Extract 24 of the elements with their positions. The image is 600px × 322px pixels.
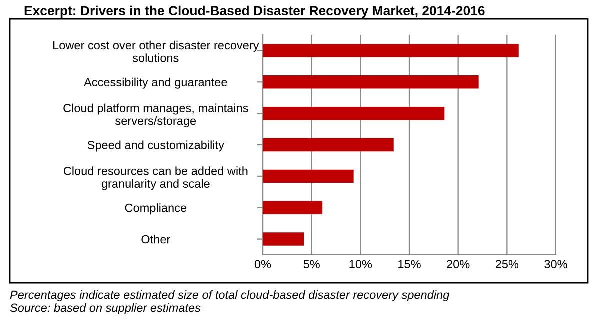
bar <box>263 170 354 184</box>
y-tick-label: Compliance <box>125 204 187 215</box>
bar <box>263 44 519 58</box>
bar <box>263 106 445 120</box>
x-tick-label: 10% <box>350 260 372 269</box>
bar <box>263 76 479 89</box>
x-tick-label: 25% <box>496 260 519 269</box>
source-note: Source: based on supplier estimates <box>10 303 201 314</box>
x-tick-label: 0% <box>254 260 272 269</box>
y-tick-label: Other <box>142 235 170 244</box>
x-tick-label: 30% <box>544 260 568 269</box>
y-tick-label: Speed and customizability <box>88 140 224 152</box>
y-tick-label: Lower cost over other disaster recovery solutions <box>54 40 260 62</box>
bar <box>263 138 394 152</box>
x-tick-label: 5% <box>304 260 320 269</box>
x-tick-label: 15% <box>398 260 421 269</box>
text: Percentages indicate estimated size of total cloud-based disaster recovery spending <box>10 290 450 302</box>
bar <box>263 232 304 246</box>
y-tick-label: Accessibility and guarantee <box>84 78 228 89</box>
y-tick-label: Cloud resources can be added with granularity and scale <box>64 166 248 190</box>
y-tick-label: Cloud platform manages, maintains servers/storage <box>64 104 248 128</box>
chart-title: Excerpt: Drivers in the Cloud-Based Disaster Recovery Market, 2014-2016 <box>24 6 485 18</box>
x-tick-label: 20% <box>447 260 470 269</box>
bar <box>263 201 323 214</box>
